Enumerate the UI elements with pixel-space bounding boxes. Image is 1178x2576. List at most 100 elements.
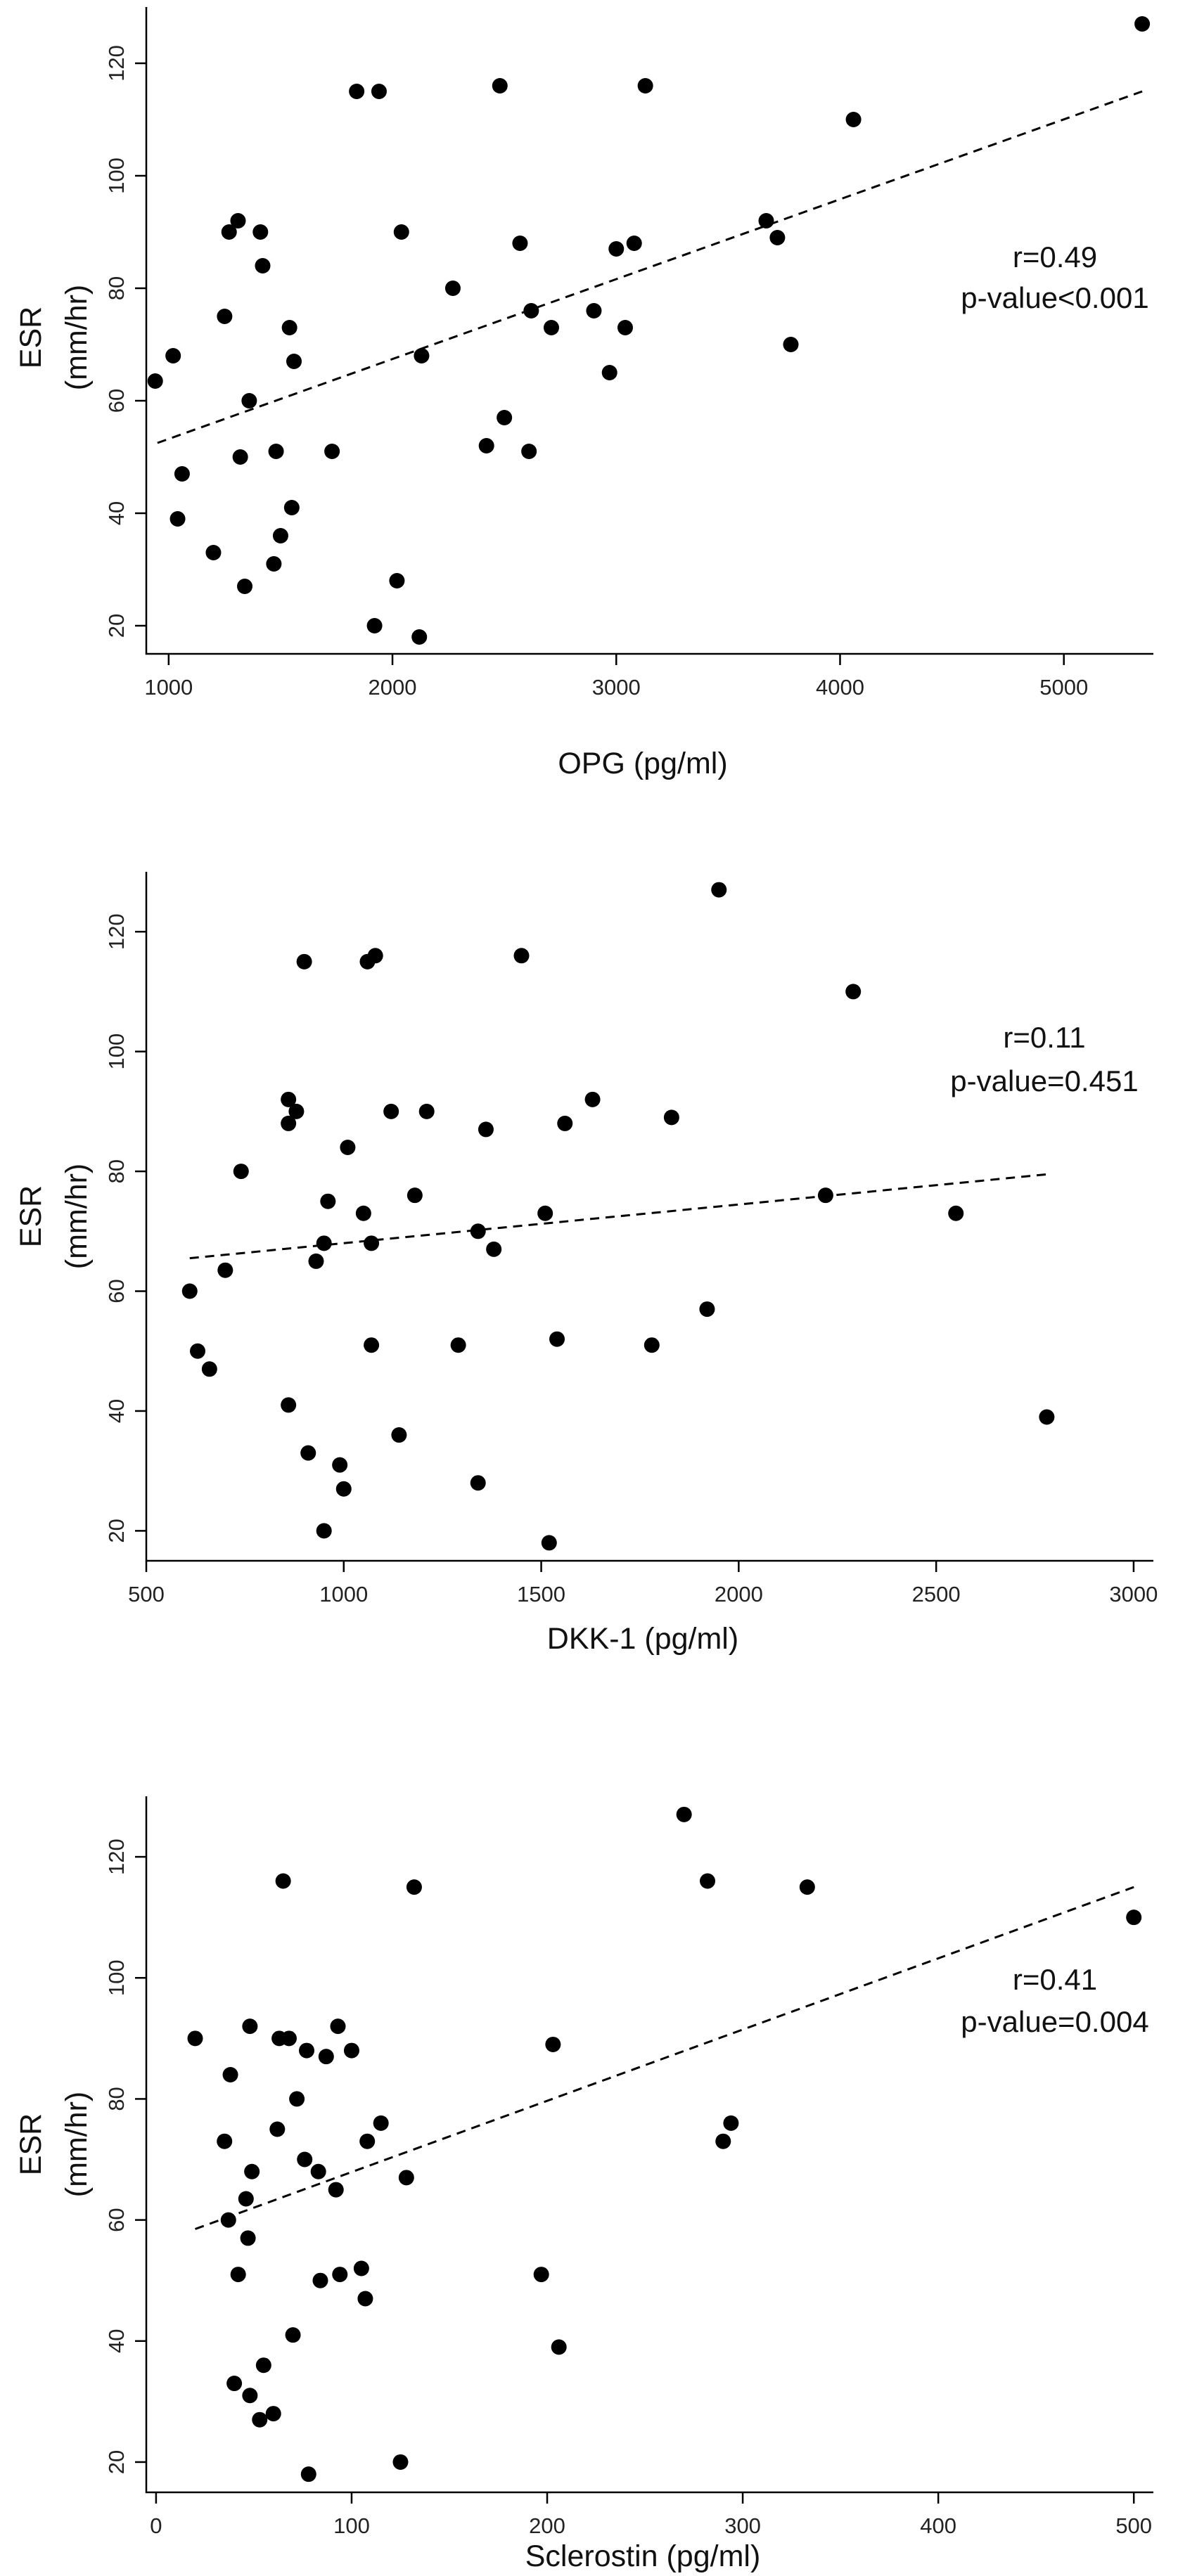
y-tick-label: 80	[104, 2087, 129, 2111]
data-point	[252, 2411, 268, 2428]
correlation-p-value: p-value=0.451	[950, 1064, 1138, 1097]
y-tick-label: 100	[104, 157, 129, 194]
data-point	[373, 2115, 389, 2131]
x-tick-label: 500	[128, 1582, 165, 1606]
data-point	[328, 2182, 344, 2198]
data-point	[1134, 16, 1151, 32]
x-tick-label: 1000	[319, 1582, 368, 1606]
data-point	[332, 2267, 348, 2283]
data-point	[700, 1873, 716, 1889]
data-point	[391, 1427, 407, 1443]
data-point	[217, 309, 233, 324]
y-tick-label: 120	[104, 45, 129, 82]
data-point	[353, 2260, 369, 2276]
y-tick-label: 80	[104, 1159, 129, 1183]
data-point	[320, 1193, 336, 1209]
data-point	[450, 1337, 466, 1353]
x-tick-label: 2000	[715, 1582, 763, 1606]
data-point	[359, 2133, 376, 2149]
data-point	[281, 1115, 297, 1131]
data-point	[316, 1523, 332, 1539]
data-point	[584, 1091, 601, 1107]
data-point	[486, 1241, 502, 1257]
x-tick-label: 300	[724, 2513, 761, 2538]
y-tick-label: 120	[104, 1838, 129, 1875]
data-point	[644, 1337, 660, 1353]
data-point	[187, 2030, 203, 2047]
data-point	[406, 1187, 423, 1204]
data-point	[364, 1235, 380, 1251]
data-point	[715, 2133, 731, 2149]
data-point	[355, 1205, 371, 1221]
data-point	[296, 953, 312, 970]
data-point	[169, 511, 186, 527]
data-point	[240, 2230, 256, 2246]
correlation-p-value: p-value<0.001	[961, 281, 1148, 314]
data-point	[557, 1115, 573, 1131]
x-tick-label: 2500	[912, 1582, 961, 1606]
data-point	[411, 629, 428, 645]
data-point	[181, 1283, 198, 1299]
panel-dkk1: 500 1000 1500 2000 2500 3000 20 40 60 80 100 120 DKK…	[14, 872, 1158, 1656]
y-tick-label: 20	[104, 2450, 129, 2474]
data-point	[281, 2030, 297, 2047]
x-tick-label: 3000	[592, 675, 641, 700]
data-point	[255, 258, 271, 273]
data-point	[310, 2163, 326, 2179]
data-point	[537, 1205, 553, 1221]
data-point	[221, 224, 237, 240]
y-tick-label: 120	[104, 913, 129, 950]
data-point	[265, 2406, 281, 2422]
data-point	[281, 1091, 297, 1107]
data-point	[289, 2091, 305, 2107]
data-point	[272, 528, 288, 543]
x-tick-label: 3000	[1109, 1582, 1158, 1606]
data-point	[299, 2042, 315, 2059]
data-point	[343, 2042, 359, 2059]
x-tick-label: 1000	[144, 675, 193, 700]
data-point	[366, 618, 383, 633]
data-point	[281, 320, 297, 335]
data-point	[723, 2115, 739, 2131]
correlation-p-value: p-value=0.004	[961, 2005, 1148, 2038]
data-point	[220, 2212, 236, 2228]
data-point	[201, 1361, 217, 1377]
y-tick-label: 20	[104, 614, 129, 638]
data-point	[285, 2327, 301, 2343]
data-point	[414, 348, 430, 363]
data-point	[521, 444, 537, 459]
y-tick-label: 60	[104, 1279, 129, 1303]
regression-line	[195, 1886, 1134, 2230]
x-tick-label: 500	[1115, 2513, 1152, 2538]
x-tick-label: 0	[150, 2513, 162, 2538]
data-point	[241, 393, 257, 408]
data-point	[545, 2036, 561, 2052]
data-point	[242, 2388, 258, 2404]
data-point	[626, 236, 642, 251]
x-axis-title: Sclerostin (pg/ml)	[525, 2539, 761, 2573]
data-point	[601, 365, 617, 380]
data-point	[418, 1103, 435, 1119]
data-point	[332, 1457, 348, 1473]
data-point	[478, 438, 494, 453]
data-point	[406, 1879, 422, 1895]
data-point	[551, 2339, 567, 2355]
data-point	[948, 1205, 964, 1221]
data-point	[845, 112, 862, 127]
y-axis-title: ESR	[14, 1185, 48, 1247]
data-point	[608, 241, 625, 257]
data-point	[389, 573, 405, 588]
data-point	[799, 1879, 815, 1895]
data-point	[371, 84, 387, 99]
data-point	[533, 2267, 549, 2283]
axis-lines	[145, 1796, 1153, 2494]
data-point	[244, 2163, 260, 2179]
data-point	[335, 1481, 352, 1497]
data-point	[478, 1121, 494, 1138]
x-tick-label: 200	[529, 2513, 565, 2538]
axis-lines	[145, 872, 1153, 1562]
x-tick-label: 4000	[816, 675, 864, 700]
data-point	[676, 1806, 692, 1822]
data-point	[283, 500, 300, 515]
data-point	[275, 1873, 291, 1889]
